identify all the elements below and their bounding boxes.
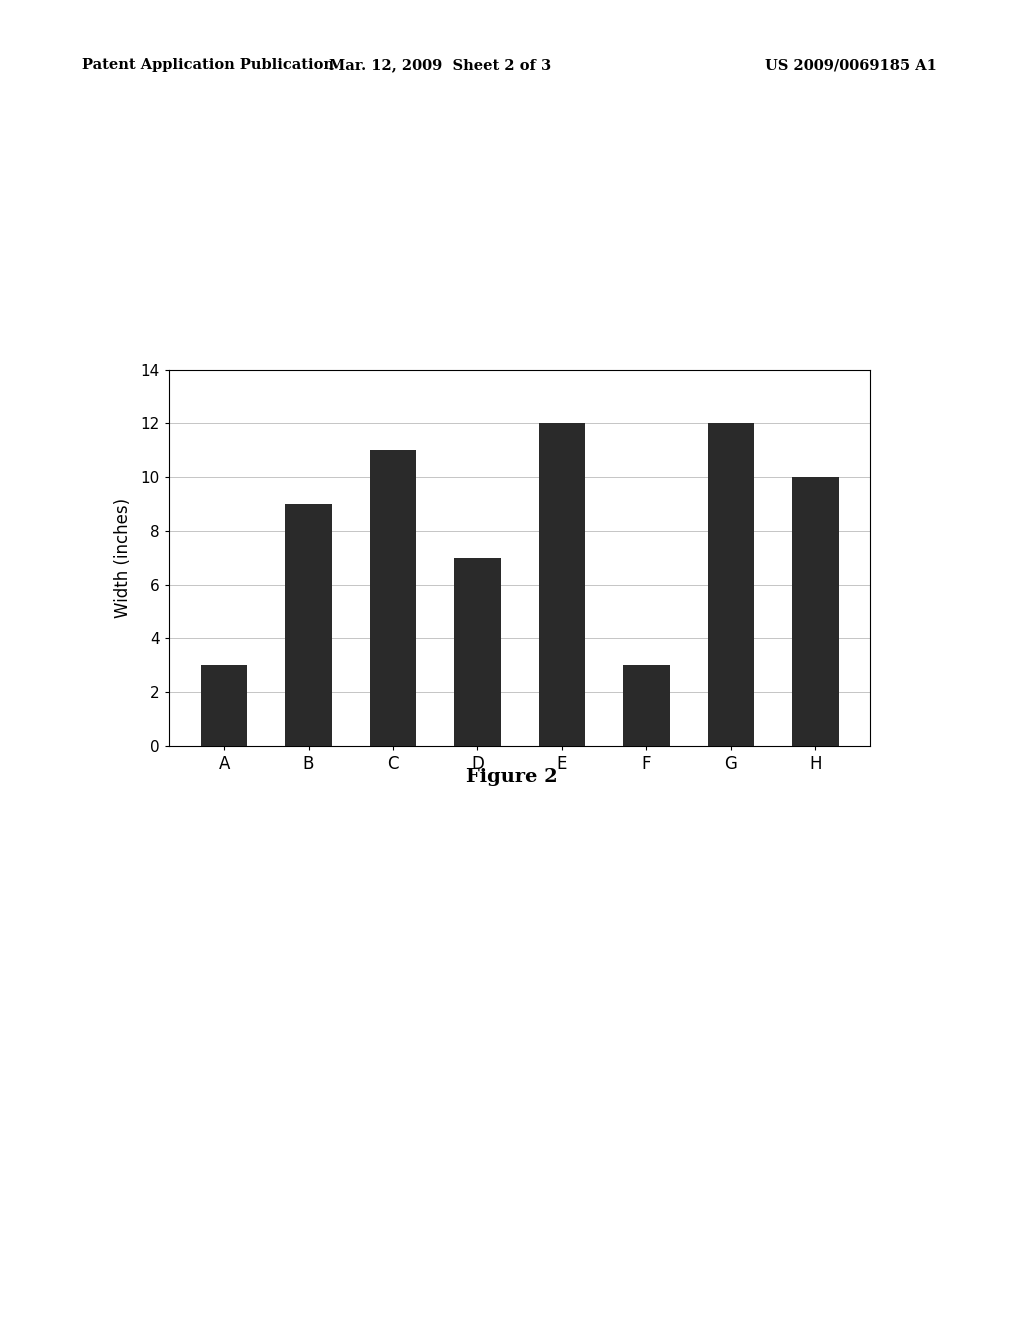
Bar [708, 424, 754, 746]
Bar [286, 504, 332, 746]
Text: US 2009/0069185 A1: US 2009/0069185 A1 [765, 58, 937, 73]
Y-axis label: Width (inches): Width (inches) [115, 498, 132, 618]
Bar [201, 665, 248, 746]
Bar [539, 424, 585, 746]
Bar [455, 557, 501, 746]
Text: Mar. 12, 2009  Sheet 2 of 3: Mar. 12, 2009 Sheet 2 of 3 [330, 58, 551, 73]
Bar [624, 665, 670, 746]
Bar [370, 450, 416, 746]
Bar [792, 477, 839, 746]
Text: Figure 2: Figure 2 [466, 768, 558, 787]
Text: Patent Application Publication: Patent Application Publication [82, 58, 334, 73]
